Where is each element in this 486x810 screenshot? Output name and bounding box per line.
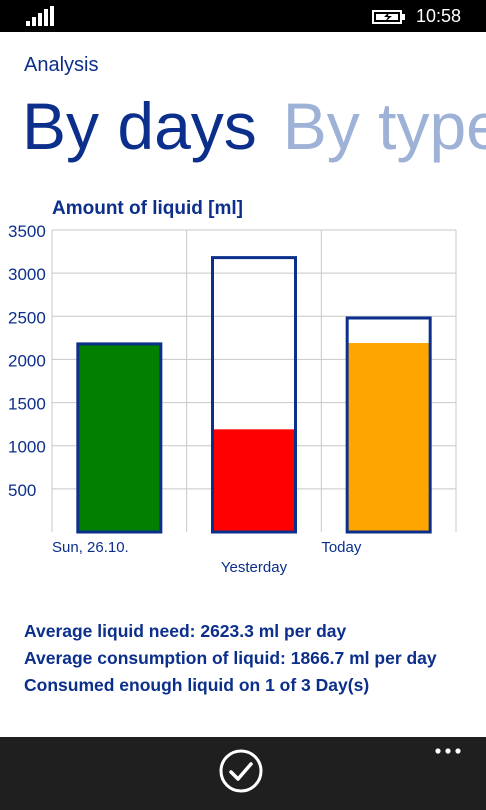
y-tick-label: 500 bbox=[8, 481, 36, 500]
x-tick-label: Today bbox=[321, 539, 362, 556]
bar-need-outline bbox=[76, 342, 163, 534]
summary-days-enough: Consumed enough liquid on 1 of 3 Day(s) bbox=[24, 675, 370, 695]
bar-consumed bbox=[212, 429, 296, 532]
y-tick-label: 1500 bbox=[8, 395, 46, 414]
ellipsis-icon[interactable] bbox=[430, 741, 466, 761]
pivot-header: By days By type bbox=[22, 82, 486, 170]
y-tick-label: 2500 bbox=[8, 308, 46, 327]
summary: Average liquid need: 2623.3 ml per day A… bbox=[24, 618, 437, 699]
pivot-tab-by-type[interactable]: By type bbox=[282, 89, 486, 163]
signal-icon bbox=[26, 6, 56, 26]
y-tick-label: 3000 bbox=[8, 265, 46, 284]
bar-consumed bbox=[77, 343, 161, 532]
chart-title: Amount of liquid [ml] bbox=[52, 198, 243, 219]
liquid-chart: Amount of liquid [ml] 500 1000 1500 2000 2500… bbox=[8, 198, 457, 576]
status-bar: 10:58 bbox=[0, 0, 486, 32]
summary-average-need: Average liquid need: 2623.3 ml per day bbox=[24, 621, 347, 641]
checkmark-icon[interactable] bbox=[219, 749, 263, 793]
app-bar bbox=[0, 737, 486, 810]
y-tick-label: 2000 bbox=[8, 351, 46, 370]
bar-consumed bbox=[347, 343, 431, 532]
bar-need-outline bbox=[211, 256, 297, 534]
x-tick-label: Yesterday bbox=[221, 559, 288, 576]
app-title: Analysis bbox=[24, 54, 99, 76]
x-tick-label: Sun, 26.10. bbox=[52, 539, 129, 556]
y-tick-label: 1000 bbox=[8, 438, 46, 457]
summary-average-consumption: Average consumption of liquid: 1866.7 ml… bbox=[24, 648, 437, 668]
bar-need-outline bbox=[345, 316, 432, 534]
battery-charging-icon bbox=[372, 10, 405, 24]
status-clock: 10:58 bbox=[416, 6, 462, 26]
pivot-tab-by-days[interactable]: By days bbox=[22, 89, 257, 163]
y-tick-label: 3500 bbox=[8, 222, 46, 241]
